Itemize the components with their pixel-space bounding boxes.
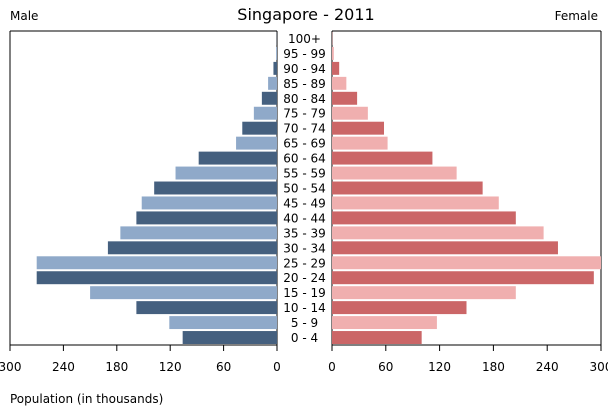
age-group-label: 95 - 99 [283, 47, 326, 61]
age-group-label: 35 - 39 [283, 226, 326, 240]
female-bar [332, 226, 544, 240]
male-bar [198, 151, 277, 165]
female-bar [332, 106, 368, 120]
age-group-label: 30 - 34 [283, 241, 326, 255]
age-group-label: 0 - 4 [291, 331, 318, 345]
male-x-tick-label: 0 [273, 360, 281, 374]
male-bar [136, 211, 277, 225]
male-bar [242, 121, 277, 135]
male-x-tick-label: 180 [105, 360, 128, 374]
chart-title: Singapore - 2011 [237, 5, 374, 24]
female-bar [332, 46, 334, 60]
age-group-label: 20 - 24 [283, 271, 326, 285]
female-bar [332, 241, 558, 255]
male-bar [276, 46, 277, 60]
female-bar [332, 136, 388, 150]
female-bar [332, 286, 516, 300]
male-x-tick-label: 60 [216, 360, 231, 374]
male-bar [253, 106, 277, 120]
male-bar [107, 241, 278, 255]
female-bar [332, 181, 483, 195]
female-bar [332, 316, 437, 330]
x-axis-label: Population (in thousands) [10, 392, 163, 406]
male-bar [36, 271, 278, 285]
male-bar [154, 181, 277, 195]
female-bar [332, 121, 385, 135]
age-group-label: 70 - 74 [283, 122, 326, 136]
age-group-label: 25 - 29 [283, 256, 326, 270]
age-group-label: 80 - 84 [283, 92, 326, 106]
female-bar [332, 61, 340, 75]
female-x-tick-label: 120 [428, 360, 451, 374]
female-bar [332, 331, 422, 344]
age-group-label: 5 - 9 [291, 316, 318, 330]
female-bar [332, 151, 433, 165]
female-bar [332, 256, 601, 270]
female-bar [332, 211, 516, 225]
female-bar [332, 271, 594, 285]
age-group-label: 50 - 54 [283, 182, 326, 196]
female-bar [332, 166, 457, 180]
female-bar [332, 196, 499, 210]
female-x-tick-label: 300 [590, 360, 608, 374]
age-group-label: 75 - 79 [283, 107, 326, 121]
age-group-label: 45 - 49 [283, 196, 326, 210]
male-bar [236, 136, 277, 150]
age-group-label: 10 - 14 [283, 301, 326, 315]
male-bar [182, 331, 277, 344]
male-bar [261, 91, 277, 105]
male-x-tick-label: 120 [159, 360, 182, 374]
male-bar [120, 226, 277, 240]
male-bar [169, 316, 277, 330]
female-x-tick-label: 0 [328, 360, 336, 374]
female-label: Female [555, 9, 598, 23]
age-group-label: 85 - 89 [283, 77, 326, 91]
age-group-label: 60 - 64 [283, 152, 326, 166]
age-group-label: 65 - 69 [283, 137, 326, 151]
male-bar [175, 166, 277, 180]
age-group-label: 40 - 44 [283, 211, 326, 225]
male-x-tick-label: 300 [0, 360, 21, 374]
female-bar [332, 301, 467, 315]
male-bar [136, 301, 277, 315]
male-label: Male [10, 9, 38, 23]
age-group-label: 90 - 94 [283, 62, 326, 76]
female-bar [332, 91, 358, 105]
male-bar [36, 256, 278, 270]
female-x-tick-label: 240 [536, 360, 559, 374]
age-group-label: 15 - 19 [283, 286, 326, 300]
male-x-tick-label: 240 [52, 360, 75, 374]
age-group-label: 55 - 59 [283, 167, 326, 181]
male-bar [273, 61, 277, 75]
male-bar [268, 76, 277, 90]
male-bar [141, 196, 277, 210]
female-bar [332, 76, 347, 90]
female-x-tick-label: 180 [482, 360, 505, 374]
age-group-label: 100+ [288, 32, 321, 46]
female-x-tick-label: 60 [378, 360, 393, 374]
male-bar [90, 286, 277, 300]
